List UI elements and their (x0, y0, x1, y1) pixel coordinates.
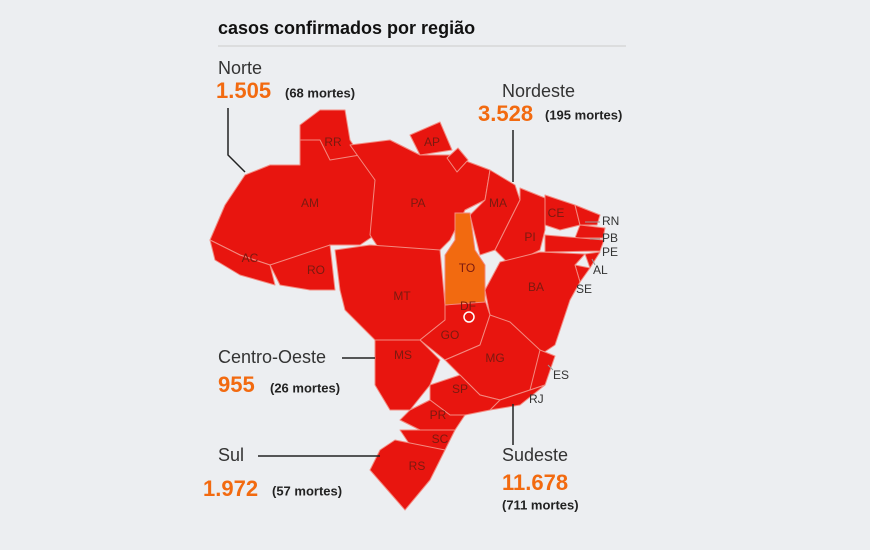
state-label: SE (576, 282, 592, 296)
region-cases: 3.528 (478, 101, 533, 126)
state-label: RN (602, 214, 619, 228)
region-deaths: (195 mortes) (545, 107, 622, 122)
state-label: TO (459, 261, 475, 275)
state-shape (369, 439, 446, 511)
state-label: AM (301, 196, 319, 210)
state-label: PB (602, 231, 618, 245)
state-label: SP (452, 382, 468, 396)
state-label: RO (307, 263, 325, 277)
region-name: Norte (218, 58, 262, 78)
state-label: PA (410, 196, 425, 210)
state-shape (574, 204, 601, 226)
state-shape (544, 234, 605, 253)
region-cases: 955 (218, 372, 255, 397)
state-label: BA (528, 280, 544, 294)
state-label: MA (489, 196, 507, 210)
state-shape (209, 239, 276, 286)
state-label: CE (548, 206, 565, 220)
state-shape (399, 399, 466, 431)
region-name: Sudeste (502, 445, 568, 465)
region-callouts: Norte 1.505 (68 mortes) Nordeste 3.528 (… (203, 58, 622, 513)
state-label: AC (242, 251, 259, 265)
state-label: SC (432, 432, 449, 446)
region-cases: 1.505 (216, 78, 271, 103)
state-shape (374, 339, 441, 411)
state-label: DF (460, 299, 476, 313)
state-shape (409, 121, 453, 156)
state-labels: RR AP AM PA MA CE RN PB PE PI AL AC RO T… (242, 135, 620, 473)
state-shape (574, 224, 606, 239)
region-deaths: (711 mortes) (502, 497, 579, 512)
state-shape (334, 244, 446, 341)
state-shape (446, 147, 469, 173)
df-marker (463, 311, 475, 323)
state-label: ES (553, 368, 569, 382)
region-deaths: (26 mortes) (270, 380, 340, 395)
state-label: AL (593, 263, 608, 277)
leader-line (227, 108, 246, 173)
region-deaths: (68 mortes) (285, 85, 355, 100)
brazil-map (209, 109, 606, 511)
state-label: MT (393, 289, 411, 303)
state-shape (544, 194, 581, 231)
label-tick (591, 258, 596, 266)
state-label: RJ (529, 392, 544, 406)
state-label: GO (441, 328, 460, 342)
state-label: PR (430, 408, 447, 422)
state-shape (269, 244, 336, 291)
state-label: PE (602, 245, 618, 259)
region-deaths: (57 mortes) (272, 483, 342, 498)
state-label: PI (524, 230, 535, 244)
state-label: MS (394, 348, 412, 362)
state-label: RR (324, 135, 342, 149)
title: casos confirmados por região (218, 18, 475, 38)
region-name: Centro-Oeste (218, 347, 326, 367)
region-name: Sul (218, 445, 244, 465)
region-cases: 11.678 (502, 470, 568, 495)
label-tick (547, 364, 554, 371)
state-label: RS (409, 459, 426, 473)
region-name: Nordeste (502, 81, 575, 101)
state-label: AP (424, 135, 440, 149)
state-label: MG (485, 351, 504, 365)
state-shape-to (444, 212, 486, 306)
region-cases: 1.972 (203, 476, 258, 501)
